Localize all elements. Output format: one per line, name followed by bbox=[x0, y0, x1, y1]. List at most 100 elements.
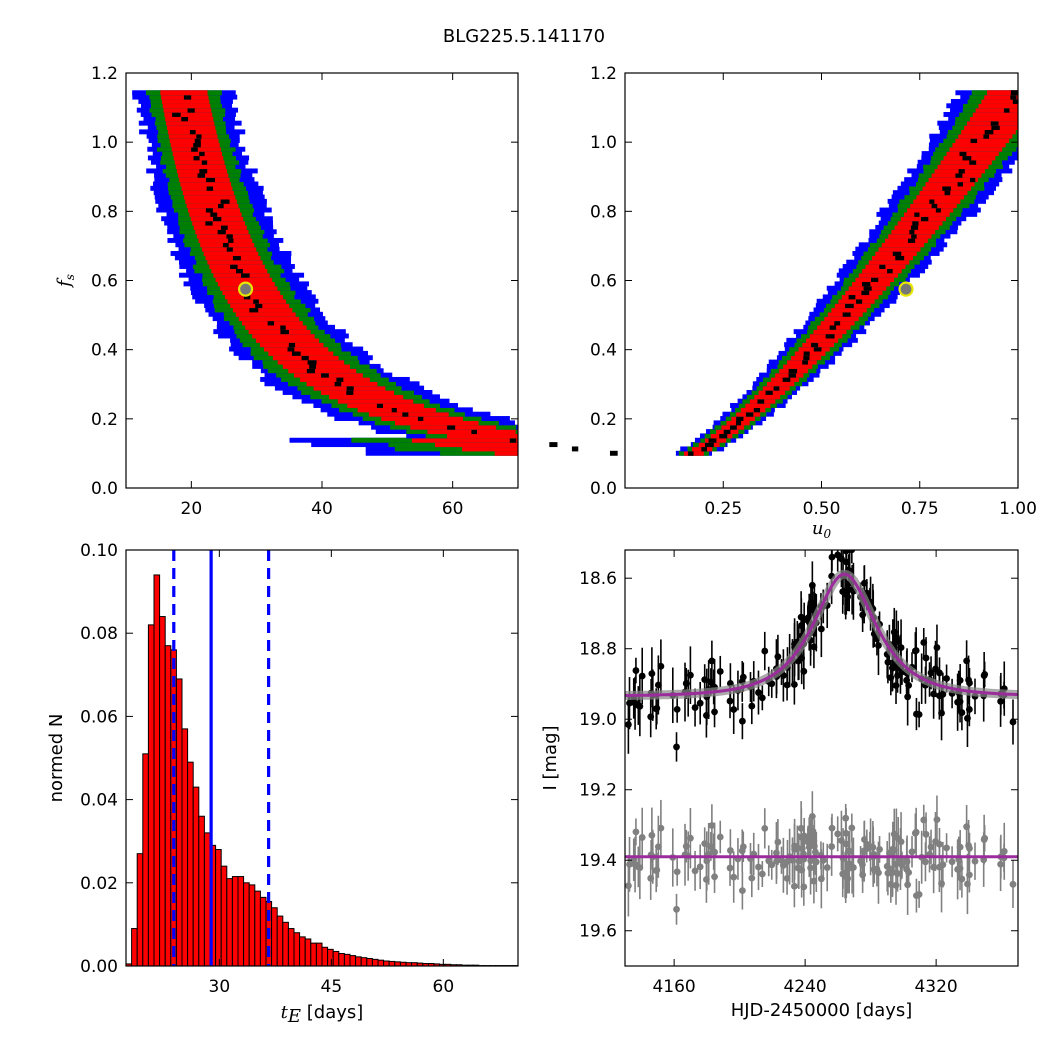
heatmap-cell bbox=[919, 190, 968, 196]
heatmap-cell bbox=[193, 142, 201, 148]
residual-point bbox=[911, 829, 919, 837]
histogram-bar bbox=[282, 921, 289, 967]
histogram-bar bbox=[254, 890, 261, 967]
heatmap-cell bbox=[280, 324, 286, 330]
heatmap-cell bbox=[217, 229, 226, 235]
heatmap-cell bbox=[811, 342, 819, 348]
p3-ytick-label: 0.06 bbox=[80, 707, 118, 727]
heatmap-cell bbox=[745, 403, 771, 408]
heatmap-cell bbox=[248, 329, 311, 335]
heatmap-cell bbox=[929, 198, 935, 204]
heatmap-cell bbox=[301, 355, 309, 361]
data-point bbox=[1009, 718, 1017, 726]
p4-xtick-label: 4160 bbox=[652, 977, 695, 997]
heatmap-cell bbox=[245, 324, 307, 330]
heatmap-cell bbox=[957, 181, 964, 187]
data-point bbox=[842, 586, 850, 594]
heatmap-cell bbox=[754, 394, 781, 400]
histogram-bar bbox=[231, 876, 239, 967]
heatmap-cell bbox=[218, 203, 224, 209]
residual-point bbox=[773, 857, 781, 865]
heatmap-cell bbox=[411, 437, 518, 443]
heatmap-cell bbox=[942, 185, 951, 191]
data-point bbox=[964, 714, 971, 722]
heatmap-cell bbox=[825, 333, 835, 339]
residual-point bbox=[716, 833, 724, 841]
heatmap-cell bbox=[868, 259, 910, 265]
heatmap-cell bbox=[907, 207, 954, 213]
heatmap-cell bbox=[940, 159, 992, 165]
histogram-bar bbox=[159, 616, 166, 967]
heatmap-cell bbox=[884, 237, 928, 243]
heatmap-cell bbox=[803, 355, 810, 361]
heatmap-cell bbox=[736, 416, 744, 421]
heatmap-cell bbox=[688, 450, 694, 456]
heatmap-cell bbox=[255, 303, 263, 309]
heatmap-cell bbox=[878, 246, 921, 252]
histogram-bar bbox=[360, 957, 368, 967]
residual-point bbox=[920, 816, 928, 824]
residual-point bbox=[774, 838, 782, 846]
data-point bbox=[783, 681, 791, 689]
heatmap-cell bbox=[287, 346, 295, 352]
p4-xlabel: HJD-2450000 [days] bbox=[731, 1000, 913, 1021]
residual-point bbox=[997, 860, 1004, 868]
residual-point bbox=[626, 860, 633, 868]
heatmap-cell bbox=[931, 203, 938, 209]
heatmap-cell bbox=[346, 385, 354, 391]
data-point bbox=[636, 702, 644, 710]
heatmap-cell bbox=[863, 285, 872, 291]
residual-point bbox=[894, 870, 901, 877]
heatmap-cell bbox=[888, 233, 932, 239]
residual-point bbox=[673, 905, 680, 913]
data-point bbox=[956, 676, 964, 684]
histogram-bar bbox=[181, 728, 189, 967]
heatmap-cell bbox=[300, 376, 370, 382]
heatmap-cell bbox=[903, 211, 950, 217]
heatmap-cell bbox=[911, 233, 917, 239]
residual-point bbox=[648, 831, 656, 839]
heatmap-cell bbox=[962, 155, 972, 161]
residual-point bbox=[903, 858, 911, 866]
heatmap-cell bbox=[719, 433, 728, 439]
data-point bbox=[956, 698, 964, 706]
heatmap-cell bbox=[189, 129, 196, 135]
heatmap-cell bbox=[213, 216, 222, 222]
heatmap-cell bbox=[193, 224, 247, 230]
heatmap-cell bbox=[912, 220, 919, 226]
residual-point bbox=[783, 875, 791, 882]
heatmap-cell bbox=[856, 298, 863, 304]
heatmap-cell bbox=[845, 303, 854, 309]
heatmap-cell bbox=[824, 316, 859, 322]
residual-point bbox=[779, 861, 787, 869]
residual-point bbox=[964, 880, 971, 888]
heatmap-cell bbox=[199, 151, 205, 157]
heatmap-cell bbox=[571, 446, 579, 452]
p3-ytick-label: 0.04 bbox=[80, 791, 118, 811]
heatmap-cell bbox=[417, 416, 424, 421]
residual-point bbox=[848, 824, 856, 832]
heatmap-cell bbox=[187, 207, 240, 213]
heatmap-cell bbox=[181, 116, 189, 122]
residual-point bbox=[876, 845, 883, 853]
p4-ytick-label: 18.6 bbox=[579, 569, 617, 589]
heatmap-cell bbox=[166, 125, 216, 130]
heatmap-cell bbox=[964, 125, 1018, 130]
residual-point bbox=[838, 837, 845, 844]
histogram-bar bbox=[147, 624, 155, 967]
heatmap-cell bbox=[206, 177, 216, 183]
heatmap-cell bbox=[346, 389, 354, 395]
heatmap-cell bbox=[958, 168, 965, 174]
heatmap-cell bbox=[226, 246, 233, 252]
data-point bbox=[808, 581, 816, 589]
heatmap-cell bbox=[913, 198, 961, 204]
residual-point bbox=[861, 836, 868, 843]
heatmap-cell bbox=[198, 237, 253, 243]
residual-point bbox=[892, 860, 900, 868]
heatmap-cell bbox=[191, 146, 198, 152]
heatmap-cell bbox=[1010, 94, 1017, 100]
figure-title: BLG225.5.141170 bbox=[443, 26, 605, 47]
heatmap-cell bbox=[291, 350, 301, 356]
heatmap-cell bbox=[267, 320, 275, 326]
histogram-bar bbox=[304, 938, 312, 967]
